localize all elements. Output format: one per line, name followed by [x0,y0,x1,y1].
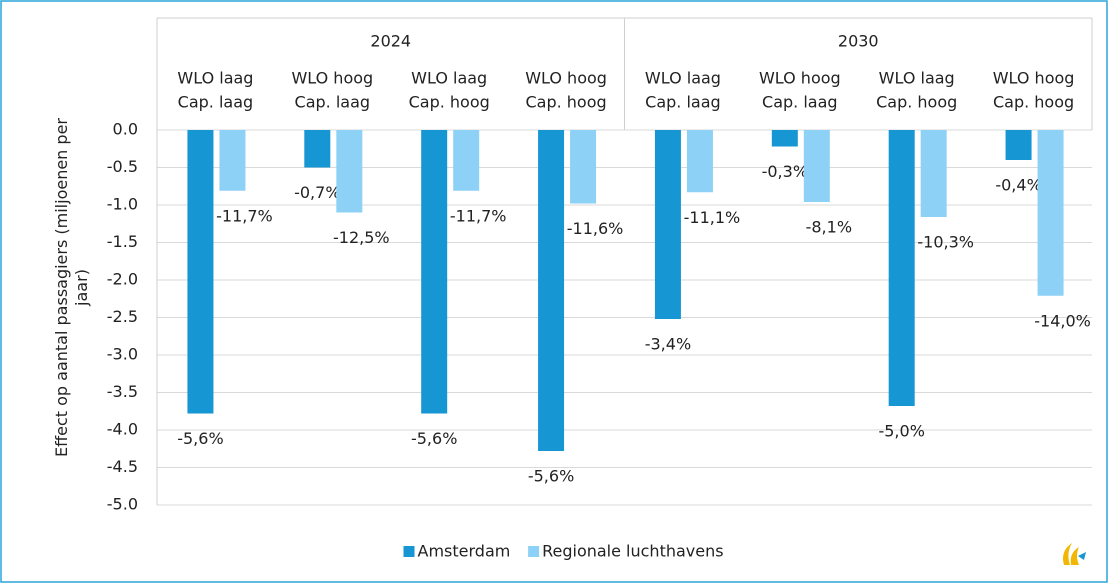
x-tick-label: WLO laag [411,69,487,88]
x-tick-label: WLO hoog [759,69,841,88]
x-tick-label: Cap. hoog [876,93,957,112]
bar [920,130,947,217]
bar [421,130,448,414]
y-tick-label: -1.0 [107,195,138,214]
data-label: -0,4% [995,176,1041,195]
data-label: -8,1% [806,218,852,237]
x-tick-label: WLO laag [645,69,721,88]
x-tick-label: Cap. laag [178,93,254,112]
data-label: -3,4% [645,335,691,354]
data-label: -0,7% [294,183,340,202]
data-label: -11,1% [684,208,741,227]
data-label: -5,0% [878,422,924,441]
y-tick-label: -2.0 [107,270,138,289]
x-tick-label: WLO hoog [993,69,1075,88]
y-tick-label: -2.5 [107,307,138,326]
data-label: -12,5% [333,228,390,247]
bar [187,130,214,414]
x-tick-label: WLO laag [177,69,253,88]
y-axis-label-line: jaar) [72,269,91,307]
x-tick-label: Cap. hoog [409,93,490,112]
x-tick-label: Cap. laag [645,93,721,112]
legend-label: Amsterdam [418,542,511,561]
x-tick-label: WLO laag [879,69,955,88]
data-label: -5,6% [177,429,223,448]
y-axis-label: Effect op aantal passagiers (miljoenen p… [52,118,91,457]
data-label: -5,6% [528,467,574,486]
y-tick-label: -4.5 [107,457,138,476]
data-label: -0,3% [762,162,808,181]
bar [219,130,246,191]
y-tick-label: -1.5 [107,232,138,251]
x-tick-label: Cap. hoog [525,93,606,112]
bar [1005,130,1032,160]
legend-swatch [403,546,415,557]
bar [803,130,830,202]
y-axis-label-line: Effect op aantal passagiers (miljoenen p… [52,118,71,457]
legend-swatch [528,546,540,557]
bar [570,130,597,204]
bar [888,130,915,406]
x-tick-label: Cap. laag [762,93,838,112]
y-tick-label: -5.0 [107,495,138,514]
bar [538,130,565,451]
y-tick-label: -0.5 [107,157,138,176]
bar [453,130,480,191]
data-label: -11,6% [567,219,624,238]
bar [336,130,363,213]
bar [686,130,713,193]
group-label: 2024 [370,32,411,51]
bar [1037,130,1064,296]
data-label: -11,7% [216,206,273,225]
y-tick-label: -3.5 [107,382,138,401]
y-tick-label: 0.0 [113,120,138,139]
data-label: -11,7% [450,206,507,225]
data-label: -10,3% [917,233,974,252]
x-tick-label: WLO hoog [291,69,373,88]
data-label: -5,6% [411,429,457,448]
y-tick-label: -4.0 [107,420,138,439]
x-tick-label: Cap. hoog [993,93,1074,112]
bar [654,130,681,319]
legend-label: Regionale luchthavens [542,542,723,561]
logo [1063,543,1086,565]
group-label: 2030 [838,32,879,51]
x-tick-label: WLO hoog [525,69,607,88]
x-tick-label: Cap. laag [295,93,371,112]
y-tick-label: -3.0 [107,345,138,364]
bar [304,130,331,168]
data-label: -14,0% [1034,311,1091,330]
bar [771,130,798,147]
